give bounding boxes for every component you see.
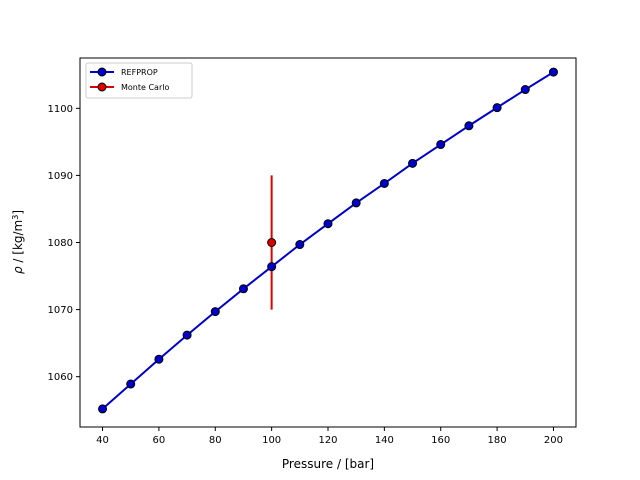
data-point-refprop	[520, 85, 530, 95]
y-tick-label: 1070	[48, 305, 73, 316]
data-point-refprop	[379, 178, 389, 188]
y-tick-label: 1080	[48, 238, 73, 249]
y-tick-label: 1060	[48, 372, 73, 383]
data-point-refprop	[295, 240, 305, 250]
data-point-refprop	[182, 330, 192, 340]
x-tick-label: 160	[431, 435, 450, 446]
x-tick-label: 200	[544, 435, 563, 446]
y-axis-label-symbol: ρ	[11, 266, 25, 274]
legend-marker-monte-carlo	[97, 82, 107, 92]
data-point-refprop	[238, 284, 248, 294]
legend-marker-refprop	[97, 67, 107, 77]
y-axis-label-unit: / [kg/m	[11, 220, 25, 267]
data-point-refprop	[351, 198, 361, 208]
x-tick-label: 100	[262, 435, 281, 446]
data-point-refprop	[436, 140, 446, 150]
data-point-refprop	[492, 103, 502, 113]
x-tick-label: 60	[153, 435, 166, 446]
data-point-refprop	[548, 67, 558, 77]
legend-label-refprop: REFPROP	[121, 68, 158, 77]
y-axis-label-unit-end: ]	[11, 210, 25, 215]
data-point-refprop	[98, 404, 108, 414]
legend-label-monte-carlo: Monte Carlo	[121, 83, 169, 92]
y-tick-label: 1100	[48, 104, 73, 115]
x-tick-label: 140	[375, 435, 394, 446]
x-tick-label: 180	[488, 435, 507, 446]
y-axis-label-exponent: 3	[11, 215, 20, 220]
x-axis-ticks: 40 60 80 100 120 140 160 180 200	[96, 427, 563, 446]
data-point-monte-carlo	[267, 238, 277, 247]
x-axis-label: Pressure / [bar]	[282, 457, 374, 471]
data-point-refprop	[408, 158, 418, 168]
data-point-refprop	[267, 262, 277, 272]
data-point-refprop	[154, 354, 164, 364]
data-point-refprop	[126, 379, 136, 389]
y-tick-label: 1090	[48, 171, 73, 182]
x-tick-label: 40	[96, 435, 109, 446]
data-point-refprop	[210, 307, 220, 317]
x-tick-label: 120	[318, 435, 337, 446]
plot-area	[98, 67, 558, 414]
data-point-refprop	[323, 219, 333, 229]
x-tick-label: 80	[209, 435, 222, 446]
y-axis-label: ρ / [kg/m3]	[11, 210, 26, 274]
y-axis-ticks: 1060 1070 1080 1090 1100	[48, 104, 80, 383]
data-point-refprop	[464, 121, 474, 131]
legend: REFPROP Monte Carlo	[85, 62, 193, 99]
